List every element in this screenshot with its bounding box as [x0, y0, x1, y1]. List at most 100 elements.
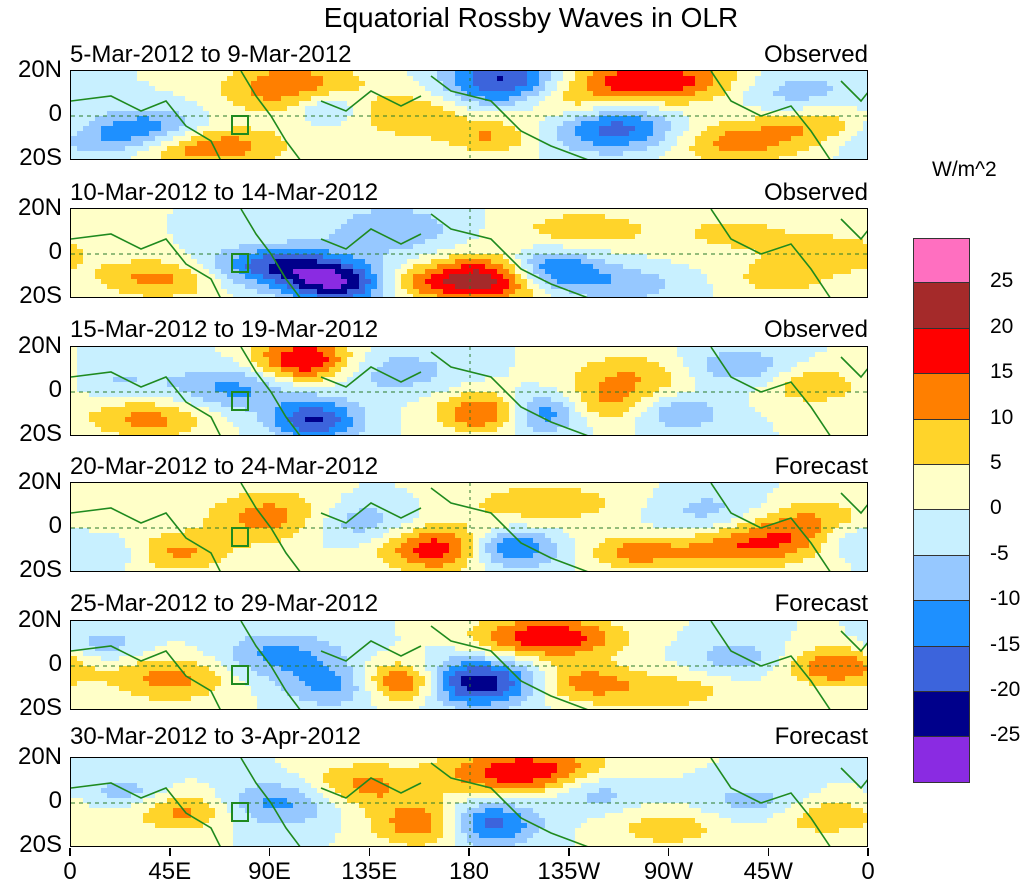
- colorbar-segment: [913, 283, 970, 329]
- coastline: [710, 209, 831, 297]
- x-tick-mark: [767, 848, 769, 856]
- x-tick-label: 45W: [743, 858, 793, 885]
- olr-map-panel: [70, 620, 868, 710]
- coastline: [240, 347, 301, 435]
- x-tick-mark: [468, 848, 470, 856]
- coastline: [430, 625, 588, 709]
- olr-map-svg: [71, 209, 867, 297]
- colorbar-tick-label: 20: [990, 314, 1014, 338]
- olr-map-svg: [71, 758, 867, 846]
- x-tick-mark: [568, 848, 570, 856]
- y-tick-label: 20S: [19, 831, 62, 858]
- coastline: [320, 228, 422, 250]
- x-tick-label: 0: [63, 858, 77, 885]
- coastline: [430, 75, 588, 159]
- colorbar-segment: [913, 691, 970, 738]
- coastline: [430, 762, 588, 846]
- olr-map-svg: [71, 347, 867, 435]
- coastline: [240, 758, 301, 846]
- y-tick-label: 20N: [17, 606, 62, 633]
- olr-map-panel: [70, 757, 868, 847]
- olr-map-panel: [70, 70, 868, 160]
- colorbar-segment: [913, 555, 970, 602]
- colorbar-tick-label: 0: [990, 496, 1002, 520]
- y-tick-label: 20S: [19, 420, 62, 447]
- region-box: [231, 115, 249, 135]
- y-tick-label: 20N: [17, 194, 62, 221]
- coastline: [430, 213, 588, 297]
- panel-type-label: Observed: [763, 179, 868, 206]
- x-tick-label: 90W: [643, 858, 694, 885]
- colorbar-units: W/m^2: [932, 158, 997, 181]
- coastline: [840, 218, 867, 241]
- coastline: [840, 767, 867, 790]
- x-tick-label: 90E: [248, 858, 291, 885]
- coastline: [240, 621, 301, 709]
- colorbar-tick-label: -10: [990, 587, 1021, 611]
- coastline: [240, 483, 301, 571]
- coastline: [71, 645, 221, 709]
- panel-date-range: 5-Mar-2012 to 9-Mar-2012: [70, 41, 352, 68]
- region-box: [231, 391, 249, 411]
- region-box: [231, 802, 249, 822]
- olr-map-panel: [70, 208, 868, 298]
- x-tick-label: 135W: [537, 858, 601, 885]
- coastline: [710, 347, 831, 435]
- x-tick-mark: [667, 848, 670, 856]
- y-tick-label: 0: [48, 376, 62, 403]
- colorbar-tick-label: 15: [990, 360, 1014, 384]
- y-tick-label: 0: [48, 100, 62, 127]
- colorbar-segment: [913, 737, 970, 783]
- x-tick-label: 0: [861, 858, 875, 885]
- colorbar-segment: [913, 464, 970, 511]
- colorbar-tick-label: 5: [990, 451, 1002, 474]
- olr-map-panel: [70, 346, 868, 436]
- y-tick-label: 0: [48, 787, 62, 814]
- coastline: [430, 351, 588, 435]
- coastline: [320, 90, 422, 112]
- y-tick-label: 20N: [17, 56, 62, 83]
- colorbar-tick-label: 25: [990, 269, 1014, 293]
- olr-map-svg: [71, 483, 867, 571]
- coastline: [840, 630, 867, 653]
- panel-type-label: Forecast: [774, 590, 868, 617]
- x-tick-mark: [268, 848, 271, 856]
- coastline: [710, 71, 831, 159]
- colorbar-tick-label: -20: [990, 678, 1021, 701]
- colorbar-tick-label: -15: [990, 632, 1021, 656]
- region-box: [231, 253, 249, 273]
- colorbar-segment: [913, 238, 970, 284]
- coastline: [320, 640, 422, 662]
- x-tick-mark: [867, 848, 869, 856]
- colorbar-segment: [913, 374, 970, 420]
- y-tick-label: 20N: [17, 332, 62, 359]
- region-box: [231, 665, 249, 685]
- region-box: [231, 527, 249, 547]
- coastline: [710, 758, 831, 846]
- coastline: [71, 233, 221, 297]
- coastline: [840, 492, 867, 515]
- olr-map-panel: [70, 482, 868, 572]
- colorbar-tick-label: -25: [990, 723, 1021, 747]
- colorbar-segment: [913, 646, 970, 692]
- y-tick-label: 20S: [19, 282, 62, 309]
- coastline: [71, 782, 221, 846]
- coastline: [240, 209, 301, 297]
- coastline: [430, 487, 588, 571]
- olr-map-svg: [71, 621, 867, 709]
- colorbar-tick-label: 10: [990, 405, 1014, 429]
- olr-map-svg: [71, 71, 867, 159]
- x-tick-mark: [169, 848, 171, 856]
- panel-type-label: Forecast: [774, 453, 868, 480]
- panel-date-range: 15-Mar-2012 to 19-Mar-2012: [70, 316, 379, 343]
- x-tick-mark: [368, 848, 370, 856]
- y-tick-label: 20S: [19, 144, 62, 171]
- chart-title: Equatorial Rossby Waves in OLR: [323, 2, 739, 33]
- panel-date-range: 20-Mar-2012 to 24-Mar-2012: [70, 453, 379, 480]
- panel-date-range: 30-Mar-2012 to 3-Apr-2012: [70, 723, 361, 750]
- y-tick-label: 0: [48, 238, 62, 265]
- coastline: [710, 621, 831, 709]
- x-tick-label: 45E: [148, 858, 192, 885]
- y-tick-label: 20N: [17, 743, 62, 770]
- y-tick-label: 20N: [17, 468, 62, 495]
